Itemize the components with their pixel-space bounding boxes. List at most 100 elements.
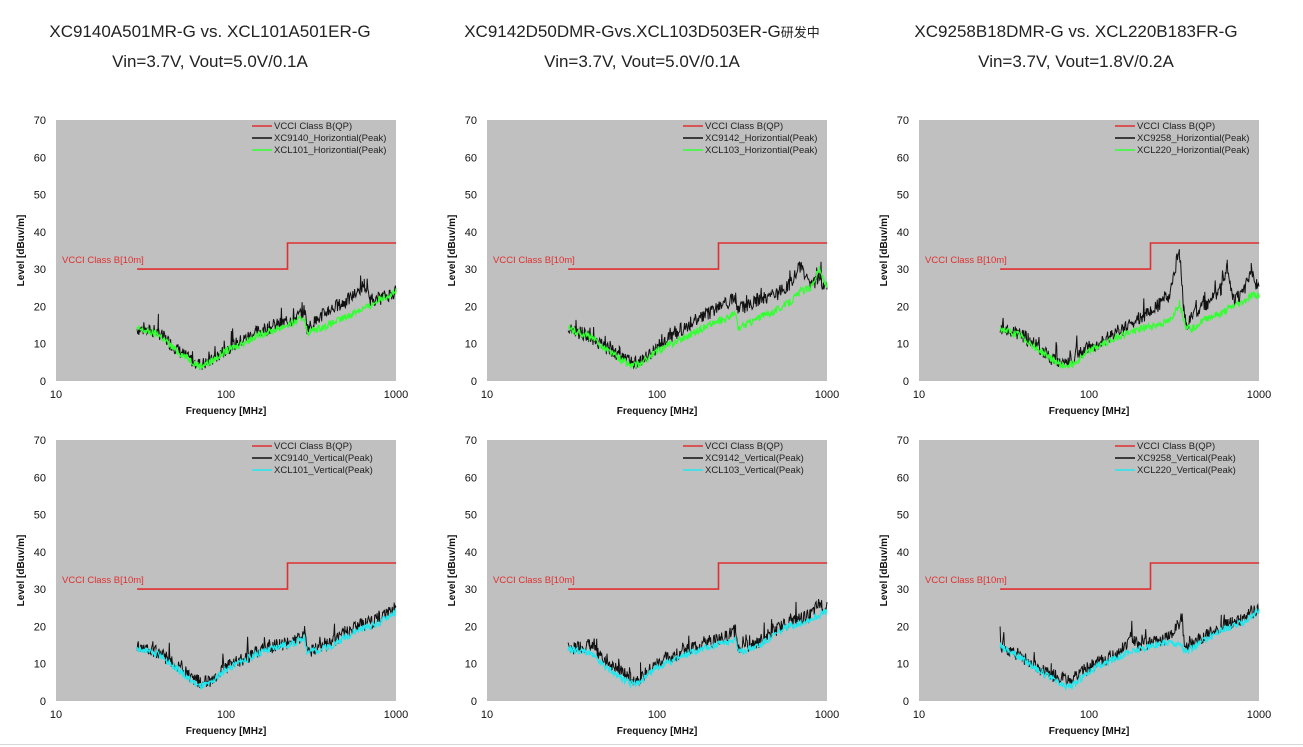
legend-entry: XCL220_Horizontial(Peak)	[1137, 145, 1249, 156]
y-tick-label: 30	[897, 264, 909, 276]
module-series-line	[136, 608, 397, 690]
x-tick-label: 1000	[384, 389, 408, 401]
chart-horizontal-xc9258: 0 10 20 30 40 50 60 70 10 100 1000 Frequency [MHz] L…	[879, 115, 1271, 417]
plot-area	[919, 120, 1259, 381]
y-tick-label: 50	[34, 510, 46, 522]
x-tick-label: 10	[913, 389, 925, 401]
x-tick-label: 100	[1080, 389, 1098, 401]
y-tick-label: 0	[40, 376, 46, 388]
y-tick-label: 30	[34, 584, 46, 596]
y-axis-label: Level [dBuv/m]	[447, 215, 458, 287]
legend-entry: VCCI Class B(QP)	[1137, 121, 1215, 132]
x-axis-label: Frequency [MHz]	[1049, 726, 1130, 737]
y-tick-label: 40	[897, 227, 909, 239]
column-title-1: XC9140A501MR-G vs. XCL101A501ER-G Vin=3.…	[0, 17, 420, 76]
x-tick-label: 10	[50, 709, 62, 721]
x-tick-label: 10	[481, 709, 493, 721]
limit-line-label: VCCI Class B[10m]	[925, 575, 1007, 586]
module-series-line	[567, 608, 828, 690]
device-series-line	[567, 261, 828, 370]
legend-entry: XCL101_Vertical(Peak)	[274, 465, 373, 476]
x-tick-label: 10	[913, 709, 925, 721]
column-title-2: XC9142D50DMR-Gvs.XCL103D503ER-G研发中 Vin=3…	[432, 17, 852, 76]
y-tick-label: 0	[40, 696, 46, 708]
legend-entry: XC9258_Horizontial(Peak)	[1137, 133, 1249, 144]
y-tick-label: 0	[903, 376, 909, 388]
legend-entry: XCL220_Vertical(Peak)	[1137, 465, 1236, 476]
legend-entry: VCCI Class B(QP)	[1137, 441, 1215, 452]
limit-line	[137, 562, 396, 590]
limit-line-label: VCCI Class B[10m]	[62, 575, 144, 586]
column-title-1-device: XC9140A501MR-G vs. XCL101A501ER-G	[49, 22, 371, 41]
device-series-line	[567, 599, 828, 687]
y-tick-label: 50	[465, 510, 477, 522]
y-tick-label: 20	[465, 301, 477, 313]
x-tick-label: 1000	[1247, 709, 1271, 721]
y-tick-label: 20	[897, 621, 909, 633]
y-tick-label: 40	[465, 227, 477, 239]
y-tick-label: 50	[34, 190, 46, 202]
y-tick-label: 60	[897, 152, 909, 164]
y-tick-label: 30	[465, 584, 477, 596]
x-tick-label: 100	[217, 389, 235, 401]
x-tick-label: 1000	[384, 709, 408, 721]
x-tick-label: 1000	[815, 709, 839, 721]
y-tick-label: 10	[465, 339, 477, 351]
plot-area	[919, 440, 1259, 701]
y-tick-label: 30	[465, 264, 477, 276]
bottom-divider	[0, 744, 1303, 745]
limit-line	[1000, 562, 1259, 590]
y-tick-label: 40	[465, 547, 477, 559]
x-tick-label: 100	[1080, 709, 1098, 721]
legend-entry: XC9142_Horizontial(Peak)	[705, 133, 817, 144]
y-tick-label: 30	[34, 264, 46, 276]
column-title-3-line1: XC9258B18DMR-G vs. XCL220B183FR-G	[866, 17, 1286, 47]
legend-entry: VCCI Class B(QP)	[274, 441, 352, 452]
column-title-3-line2: Vin=3.7V, Vout=1.8V/0.2A	[978, 52, 1174, 71]
y-tick-label: 10	[34, 339, 46, 351]
module-series-line	[136, 288, 397, 370]
y-tick-label: 70	[34, 435, 46, 447]
chart-vertical-xc9140: 0 10 20 30 40 50 60 70 10 100 1000 Frequency [MHz] L…	[16, 435, 408, 737]
y-tick-label: 60	[34, 152, 46, 164]
y-tick-label: 10	[897, 659, 909, 671]
x-tick-label: 10	[50, 389, 62, 401]
chart-vertical-xc9142: 0 10 20 30 40 50 60 70 10 100 1000 Frequency [MHz] L…	[447, 435, 839, 737]
y-tick-label: 50	[465, 190, 477, 202]
plot-area	[56, 440, 396, 701]
y-axis-label: Level [dBuv/m]	[16, 535, 27, 607]
column-title-3-device: XC9258B18DMR-G vs. XCL220B183FR-G	[914, 22, 1238, 41]
x-tick-label: 1000	[815, 389, 839, 401]
y-tick-label: 70	[897, 115, 909, 127]
limit-line-label: VCCI Class B[10m]	[925, 255, 1007, 266]
chart-vertical-xc9258: 0 10 20 30 40 50 60 70 10 100 1000 Frequency [MHz] L…	[879, 435, 1271, 737]
x-axis-label: Frequency [MHz]	[1049, 406, 1130, 417]
y-tick-label: 10	[34, 659, 46, 671]
column-title-2-device: XC9142D50DMR-Gvs.XCL103D503ER-G	[464, 22, 781, 41]
limit-line	[1000, 242, 1259, 270]
y-tick-label: 10	[465, 659, 477, 671]
x-tick-label: 1000	[1247, 389, 1271, 401]
y-axis-label: Level [dBuv/m]	[16, 215, 27, 287]
y-tick-label: 60	[34, 472, 46, 484]
chart-horizontal-xc9140: 0 10 20 30 40 50 60 70 10 100 1000 Frequency [MHz] L…	[16, 115, 408, 417]
legend-entry: VCCI Class B(QP)	[274, 121, 352, 132]
limit-line-label: VCCI Class B[10m]	[493, 255, 575, 266]
legend-entry: XC9142_Vertical(Peak)	[705, 453, 804, 464]
module-series-line	[999, 291, 1260, 370]
legend-entry: XCL101_Horizontial(Peak)	[274, 145, 386, 156]
column-title-3: XC9258B18DMR-G vs. XCL220B183FR-G Vin=3.…	[866, 17, 1286, 76]
x-tick-label: 100	[648, 389, 666, 401]
y-axis-label: Level [dBuv/m]	[879, 215, 890, 287]
legend-entry: XCL103_Horizontial(Peak)	[705, 145, 817, 156]
x-axis-label: Frequency [MHz]	[186, 726, 267, 737]
y-tick-label: 20	[34, 301, 46, 313]
y-tick-label: 40	[897, 547, 909, 559]
y-tick-label: 30	[897, 584, 909, 596]
y-tick-label: 40	[34, 547, 46, 559]
column-title-2-line1: XC9142D50DMR-Gvs.XCL103D503ER-G研发中	[432, 17, 852, 47]
x-tick-label: 100	[217, 709, 235, 721]
column-title-1-line2: Vin=3.7V, Vout=5.0V/0.1A	[112, 52, 308, 71]
plot-area	[487, 120, 827, 381]
limit-line-label: VCCI Class B[10m]	[62, 255, 144, 266]
